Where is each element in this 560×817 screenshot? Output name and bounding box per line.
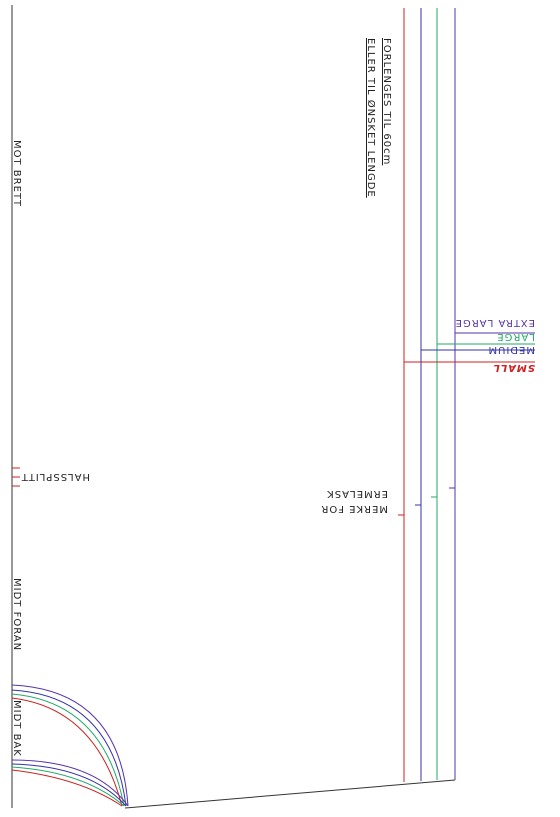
neck-curve bbox=[11, 684, 129, 807]
neck-curve bbox=[11, 769, 123, 807]
size-label: LARGE bbox=[496, 331, 535, 342]
neck-curve bbox=[11, 759, 129, 807]
note: ELLER TIL ØNSKET LENGDE bbox=[365, 38, 377, 198]
size-label: EXTRA LARGE bbox=[455, 317, 535, 328]
note: MOT BRETT bbox=[11, 140, 22, 207]
hem-line bbox=[124, 779, 456, 809]
neck-curve bbox=[11, 763, 127, 807]
neck-curve bbox=[11, 697, 123, 807]
size-label: MEDIUM bbox=[487, 344, 535, 355]
note: MERKE FOR bbox=[320, 503, 388, 514]
neck-curve bbox=[11, 689, 127, 807]
neck-curve bbox=[11, 693, 125, 807]
size-label: SMALL bbox=[492, 362, 535, 373]
note: MIDT FORAN bbox=[11, 578, 22, 651]
note: HALSSPLITT bbox=[21, 471, 90, 482]
note: MIDT BAK bbox=[11, 700, 22, 757]
neck-curve bbox=[11, 766, 125, 807]
note: FORLENGES TIL 60cm bbox=[381, 38, 392, 165]
note: ERMELASK bbox=[326, 488, 388, 499]
